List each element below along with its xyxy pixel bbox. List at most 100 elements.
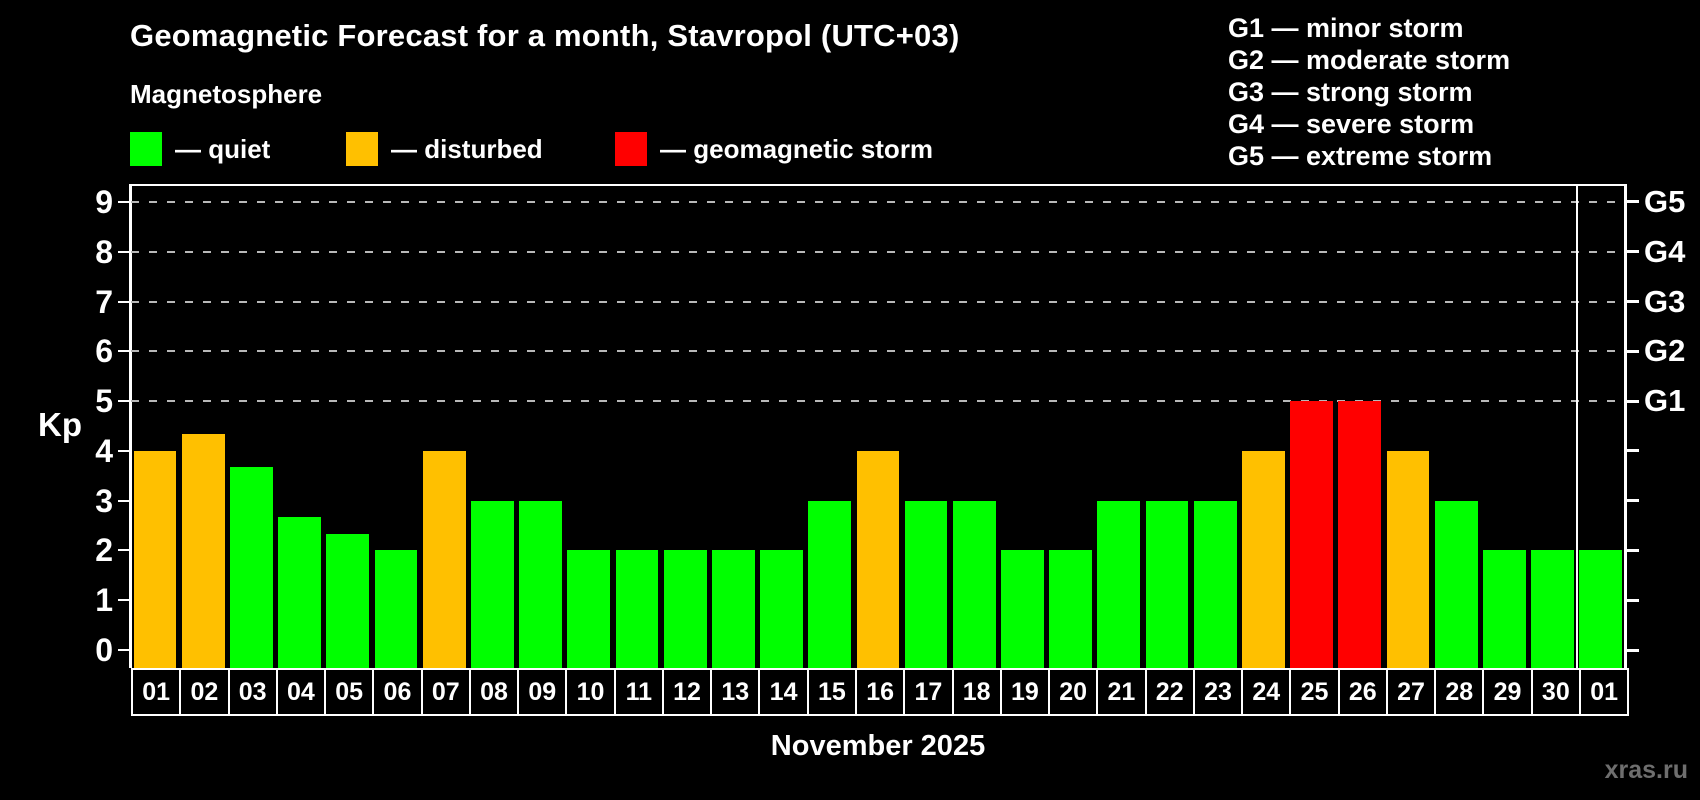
day-label-27: 27 [1385, 668, 1437, 716]
day-label-18: 18 [951, 668, 1002, 716]
kp-bar-day-15 [808, 500, 852, 668]
kp-bar-day-01 [1579, 550, 1623, 668]
kp-bar-day-24 [1242, 450, 1285, 668]
kp-bar-day-29 [1483, 550, 1526, 668]
y-tick-8 [118, 250, 129, 253]
y-tick-label-8: 8 [95, 233, 113, 270]
kp-bar-day-07 [422, 450, 466, 668]
g-legend-row-3: G3 — strong storm [1228, 77, 1473, 107]
day-label-23: 23 [1192, 668, 1244, 716]
kp-bar-day-25 [1290, 401, 1334, 668]
kp-bar-day-16 [856, 450, 900, 668]
kp-bar-day-22 [1145, 500, 1189, 668]
day-label-22: 22 [1144, 668, 1195, 716]
legend-item-storm: — geomagnetic storm [615, 132, 933, 166]
gridline-G5 [131, 200, 1625, 203]
day-label-28: 28 [1434, 668, 1485, 716]
y-axis-title: Kp [38, 406, 82, 443]
g-legend-row-5: G5 — extreme storm [1228, 141, 1493, 171]
disturbed-swatch-icon [346, 132, 378, 166]
kp-bar-day-23 [1193, 500, 1237, 668]
legend-item-disturbed: — disturbed [346, 132, 543, 166]
watermark: xras.ru [1604, 756, 1688, 784]
chart-subtitle: Magnetosphere [130, 79, 323, 109]
chart-title: Geomagnetic Forecast for a month, Stavro… [130, 18, 960, 53]
gridline-G4 [131, 250, 1625, 253]
day-label-20: 20 [1048, 668, 1099, 716]
y-tick-label-9: 9 [95, 183, 113, 220]
right-axis-line [1624, 184, 1627, 668]
y-tick-label-3: 3 [95, 482, 113, 519]
y-tick-1 [118, 599, 129, 602]
gridline-G2 [131, 350, 1625, 353]
kp-bar-day-10 [567, 550, 611, 668]
kp-bar-day-30 [1531, 550, 1574, 668]
kp-bar-day-12 [663, 550, 707, 668]
kp-bar-day-20 [1049, 550, 1093, 668]
day-label-24: 24 [1241, 668, 1292, 716]
day-labels-row: 01 02 03 04 05 06 07 08 09 10 11 12 13 14 15 16 17 18 19 20… [131, 668, 1630, 716]
kp-bar-day-19 [1001, 550, 1044, 668]
day-label-25: 25 [1289, 668, 1340, 716]
kp-bar-day-26 [1338, 401, 1382, 668]
day-label-30: 30 [1530, 668, 1581, 716]
kp-bar-day-13 [711, 550, 755, 668]
legend-label-quiet: — quiet [175, 133, 271, 164]
g-legend-row-4: G4 — severe storm [1228, 109, 1475, 139]
day-label-06: 06 [372, 668, 423, 716]
legend-item-quiet: — quiet [130, 132, 270, 166]
kp-bar-day-01 [133, 450, 177, 668]
quiet-swatch-icon [130, 132, 162, 166]
y-tick-label-6: 6 [95, 333, 113, 370]
g-scale-legend: G1 — minor storm G2 — moderate storm G3 — … [1228, 12, 1510, 172]
day-label-05: 05 [324, 668, 375, 716]
y-tick-label-0: 0 [95, 632, 113, 668]
y-tick-label-2: 2 [95, 532, 113, 569]
kp-bar-day-14 [760, 550, 803, 668]
g-axis-label-G4: G4 [1644, 233, 1686, 269]
y-tick-9 [118, 200, 129, 203]
storm-swatch-icon [615, 132, 647, 166]
day-label-10: 10 [565, 668, 616, 716]
day-label-08: 08 [468, 668, 520, 716]
right-tick-6 [1626, 349, 1639, 353]
right-tick-5 [1626, 399, 1639, 403]
day-label-26: 26 [1337, 668, 1388, 716]
day-label-17: 17 [903, 668, 954, 716]
right-tick-9 [1626, 200, 1639, 204]
y-tick-label-1: 1 [95, 582, 113, 619]
month-label: November 2025 [770, 730, 986, 762]
y-tick-label-7: 7 [95, 283, 113, 320]
right-tick-2 [1626, 548, 1639, 552]
day-label-next-month-01: 01 [1578, 668, 1630, 716]
day-label-15: 15 [806, 668, 857, 716]
kp-bar-day-18 [952, 500, 996, 668]
day-label-14: 14 [758, 668, 809, 716]
day-label-29: 29 [1482, 668, 1533, 716]
day-label-12: 12 [661, 668, 713, 716]
day-label-03: 03 [227, 668, 278, 716]
gridline-G3 [131, 300, 1625, 303]
day-label-09: 09 [517, 668, 568, 716]
y-tick-5 [118, 400, 129, 403]
kp-bar-day-11 [615, 550, 659, 668]
g-axis-label-G3: G3 [1644, 283, 1686, 319]
day-label-13: 13 [710, 668, 761, 716]
day-label-02: 02 [179, 668, 230, 716]
day-label-11: 11 [613, 668, 664, 716]
plot-area [129, 184, 1627, 668]
y-tick-label-5: 5 [95, 383, 113, 420]
right-tick-7 [1626, 300, 1639, 304]
y-tick-3 [118, 499, 129, 502]
kp-bar-day-08 [470, 500, 514, 668]
kp-bar-day-02 [181, 434, 225, 668]
kp-bar-day-03 [229, 467, 273, 668]
gridline-G1 [131, 400, 1625, 403]
kp-bar-day-09 [519, 500, 562, 668]
y-axis-line [129, 184, 132, 668]
g-axis-label-G2: G2 [1644, 333, 1686, 369]
kp-bar-day-27 [1386, 450, 1430, 668]
kp-bar-day-06 [374, 550, 418, 668]
y-tick-0 [118, 649, 129, 651]
